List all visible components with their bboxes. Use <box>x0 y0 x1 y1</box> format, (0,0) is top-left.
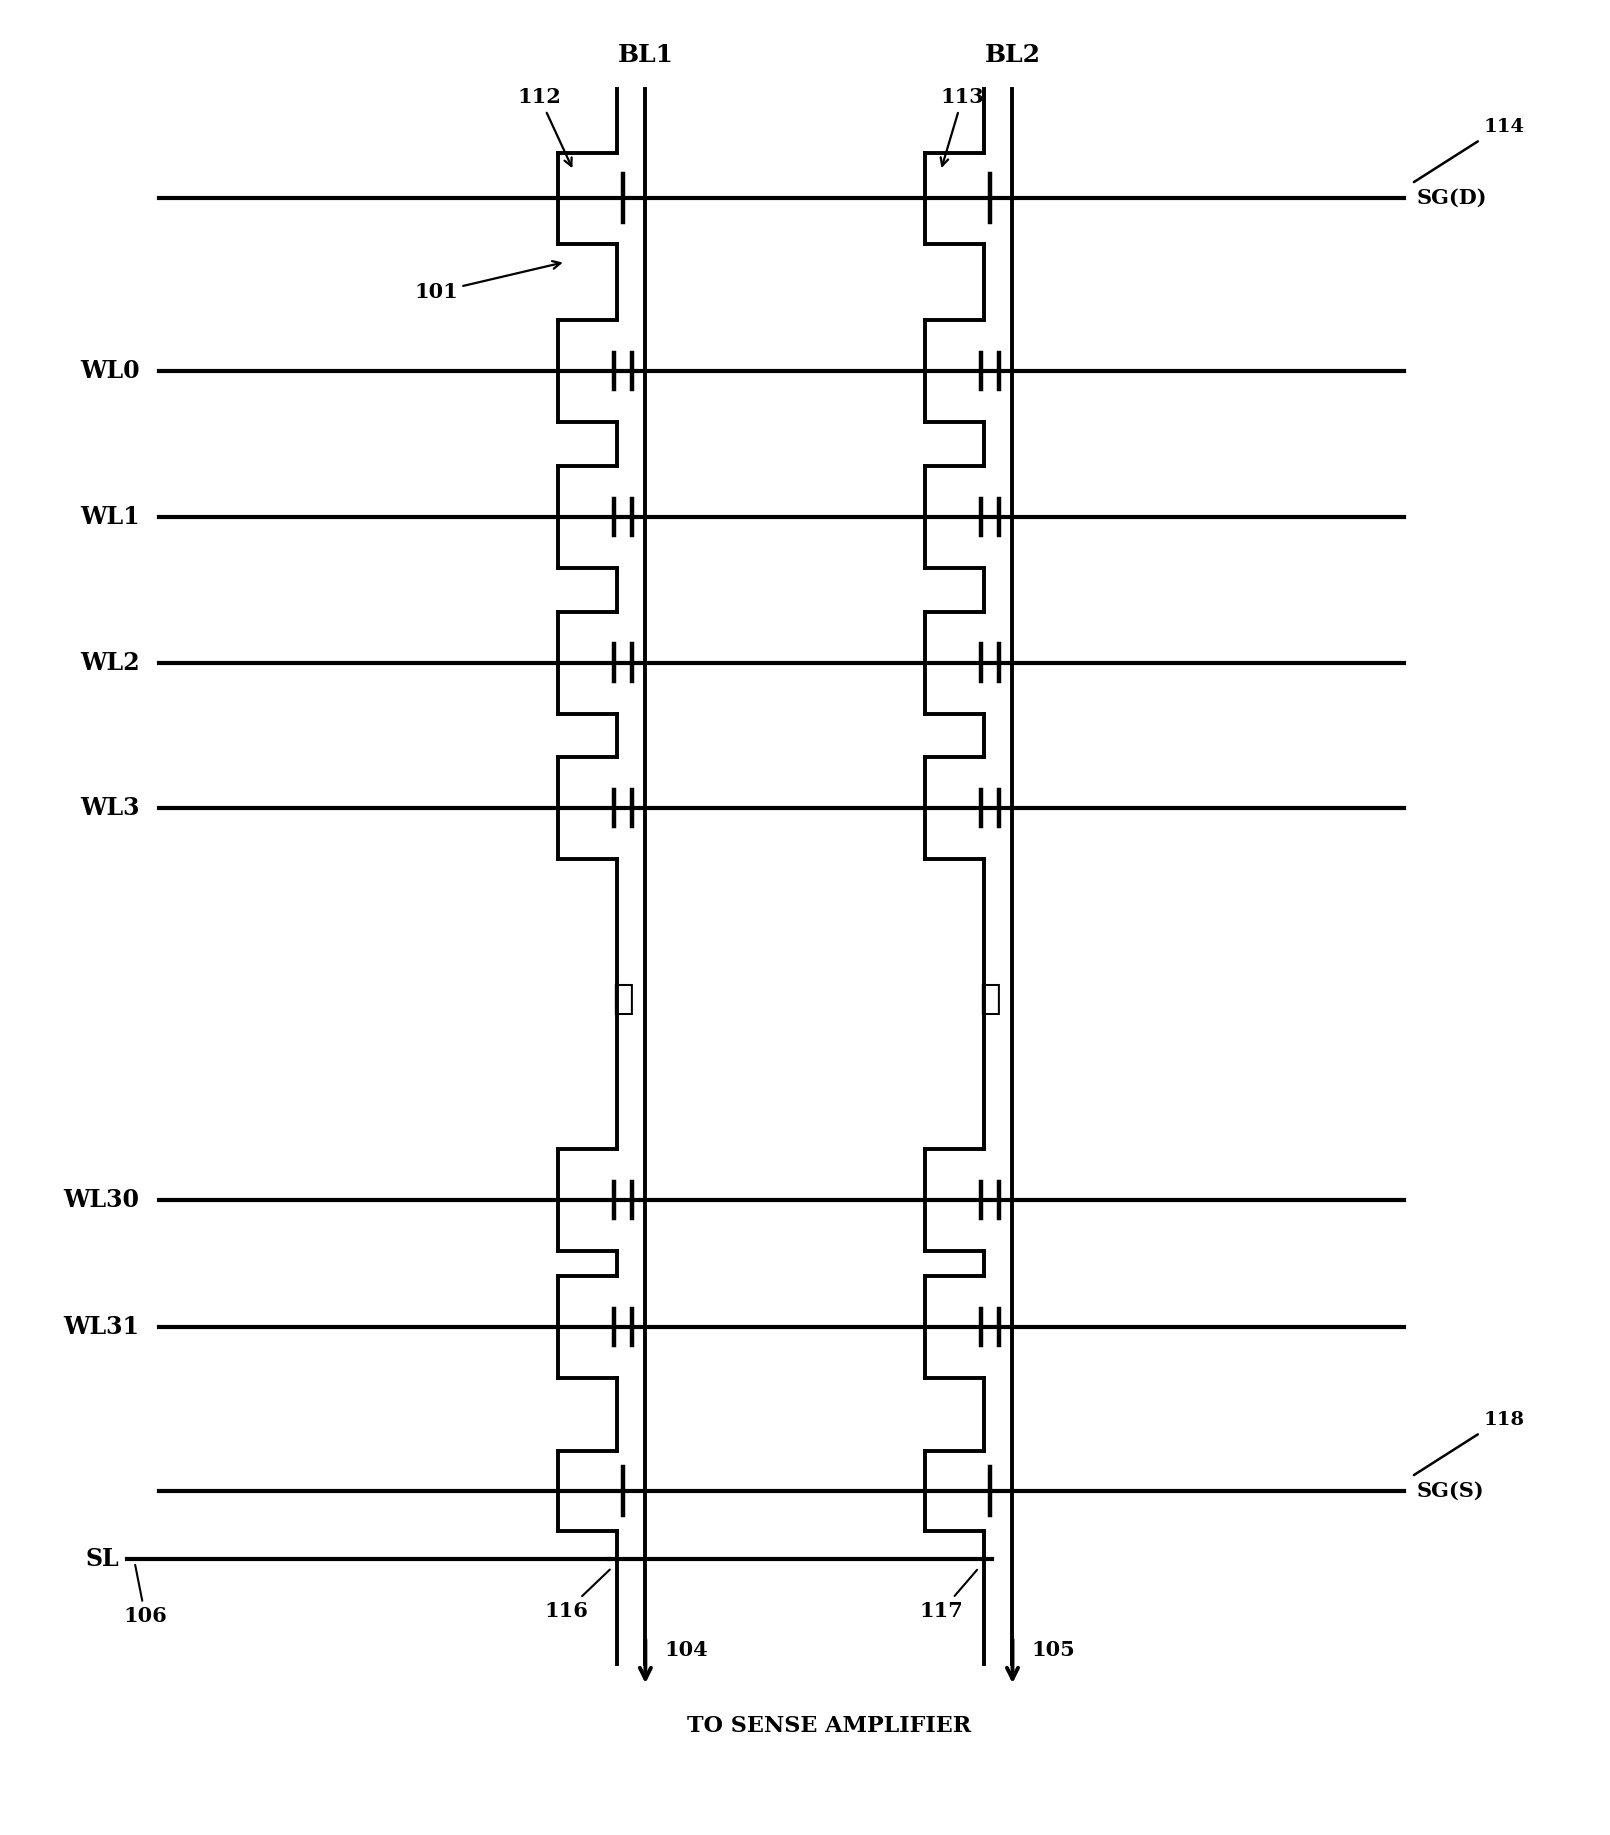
Text: WL2: WL2 <box>80 651 140 675</box>
Text: 105: 105 <box>1032 1640 1075 1659</box>
Text: 114: 114 <box>1483 117 1525 136</box>
Text: WL30: WL30 <box>63 1187 140 1211</box>
Text: TO SENSE AMPLIFIER: TO SENSE AMPLIFIER <box>687 1716 971 1738</box>
Text: WL1: WL1 <box>80 505 140 528</box>
Text: WL31: WL31 <box>63 1316 140 1340</box>
Text: SL: SL <box>85 1547 119 1571</box>
Text: 101: 101 <box>414 261 560 303</box>
Text: WL0: WL0 <box>80 360 140 384</box>
Text: 118: 118 <box>1483 1411 1525 1429</box>
Text: 106: 106 <box>124 1565 167 1626</box>
Text: 116: 116 <box>544 1569 610 1620</box>
Text: WL3: WL3 <box>80 796 140 820</box>
Text: SG(S): SG(S) <box>1417 1481 1484 1501</box>
Text: SG(D): SG(D) <box>1417 189 1486 207</box>
Text: 104: 104 <box>665 1640 708 1659</box>
Text: ⋮: ⋮ <box>612 982 634 1017</box>
Text: ⋮: ⋮ <box>979 982 1001 1017</box>
Text: 117: 117 <box>919 1569 977 1620</box>
Text: 112: 112 <box>518 88 572 167</box>
Text: 113: 113 <box>940 88 984 165</box>
Text: BL2: BL2 <box>984 42 1040 68</box>
Text: BL1: BL1 <box>617 42 673 68</box>
